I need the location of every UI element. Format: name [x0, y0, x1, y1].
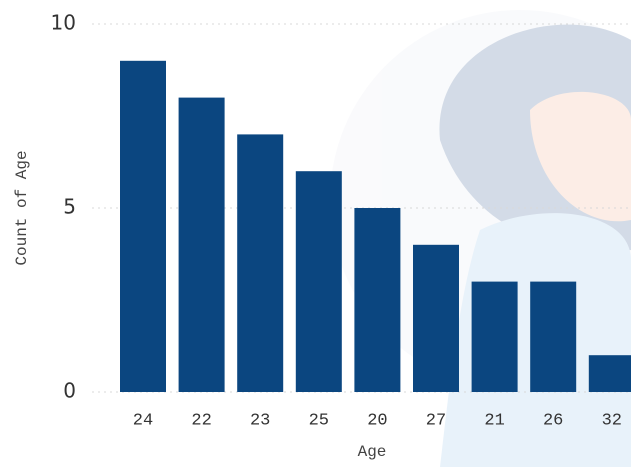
decor-face — [530, 91, 631, 222]
x-tick-label: 27 — [426, 411, 446, 430]
x-tick-label: 23 — [250, 411, 270, 430]
x-tick-label: 21 — [484, 411, 504, 430]
y-axis-title: Count of Age — [13, 150, 31, 265]
bar — [120, 60, 166, 393]
bar — [413, 244, 459, 392]
background-illustration — [330, 10, 631, 467]
decor-hair — [439, 24, 631, 252]
y-tick-label: 10 — [51, 11, 76, 35]
bar — [295, 171, 342, 392]
bar — [354, 208, 401, 392]
x-tick-label: 32 — [602, 411, 622, 430]
y-tick-label: 5 — [63, 195, 76, 219]
x-tick-label: 22 — [191, 411, 211, 430]
x-tick-label: 25 — [309, 411, 329, 430]
y-tick-label: 0 — [63, 379, 76, 403]
x-tick-label: 20 — [367, 411, 387, 430]
x-tick-label: 24 — [133, 411, 153, 430]
x-axis-title: Age — [358, 443, 387, 461]
bar — [237, 134, 284, 392]
bar — [471, 281, 518, 392]
bar — [530, 281, 577, 392]
x-tick-label: 26 — [543, 411, 563, 430]
bar — [178, 97, 225, 392]
bar — [588, 355, 631, 392]
